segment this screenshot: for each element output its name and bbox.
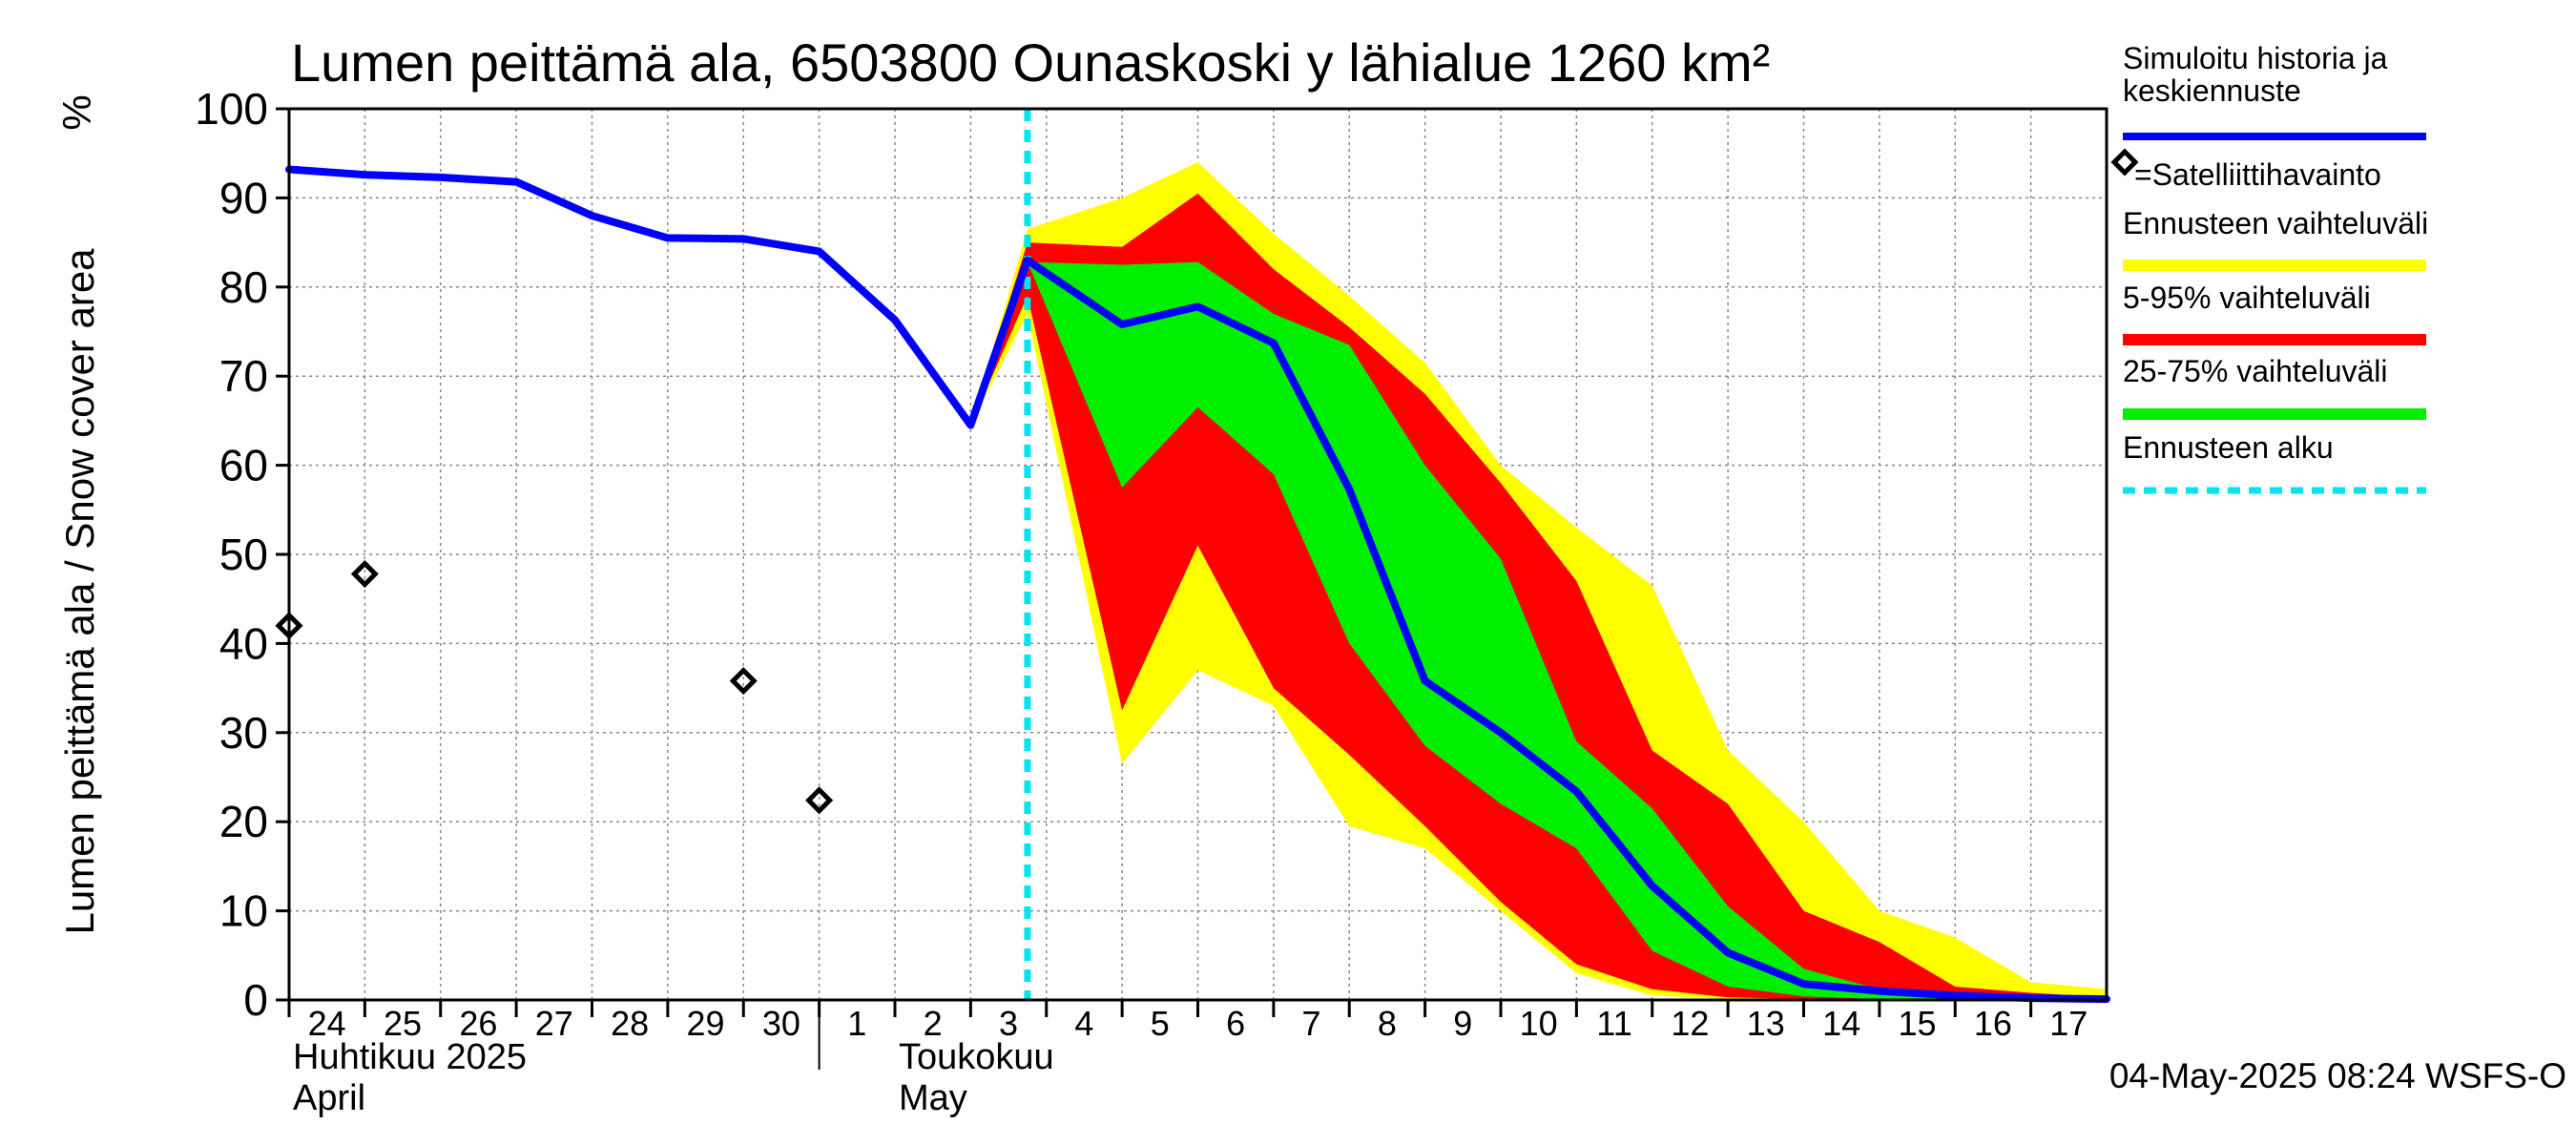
x-tick-label: 14 bbox=[1822, 1004, 1860, 1043]
legend-5-95-vaihteluv-li: 5-95% vaihteluväli bbox=[2123, 281, 2426, 345]
x-tick-label: 12 bbox=[1671, 1004, 1709, 1043]
y-tick-label: 90 bbox=[219, 173, 268, 222]
month-label-en: April bbox=[293, 1078, 365, 1118]
y-axis-unit: % bbox=[54, 94, 99, 130]
median-series-line bbox=[285, 165, 2110, 1004]
y-tick-label: 0 bbox=[243, 975, 268, 1025]
x-tick-label: 2 bbox=[924, 1004, 943, 1043]
x-tick-label: 10 bbox=[1520, 1004, 1558, 1043]
x-tick-label: 28 bbox=[611, 1004, 649, 1043]
legend-label: 25-75% vaihteluväli bbox=[2123, 354, 2388, 388]
month-label-fi: Huhtikuu 2025 bbox=[293, 1037, 527, 1077]
x-tick-label: 3 bbox=[999, 1004, 1018, 1043]
x-tick-label: 30 bbox=[762, 1004, 800, 1043]
legend-label: Ennusteen vaihteluväli bbox=[2123, 206, 2428, 240]
legend-satelliittihavainto: =Satelliittihavainto bbox=[2110, 148, 2381, 192]
x-tick-label: 1 bbox=[847, 1004, 866, 1043]
legend-label: keskiennuste bbox=[2123, 73, 2301, 108]
month-label-fi: Toukokuu bbox=[899, 1037, 1054, 1077]
legend-ennusteen-alku: Ennusteen alku bbox=[2123, 430, 2426, 494]
x-tick-label: 9 bbox=[1453, 1004, 1472, 1043]
satellite-observation-marker bbox=[729, 667, 758, 696]
satellite-observations bbox=[275, 560, 834, 815]
satellite-observation-marker bbox=[350, 560, 379, 589]
footer-timestamp: 04-May-2025 08:24 WSFS-O bbox=[2109, 1056, 2566, 1095]
x-tick-label: 13 bbox=[1747, 1004, 1785, 1043]
y-tick-label: 60 bbox=[219, 441, 268, 490]
forecast-bands bbox=[970, 162, 2107, 1001]
y-tick-label: 50 bbox=[219, 530, 268, 579]
legend-label: 5-95% vaihteluväli bbox=[2123, 281, 2371, 315]
y-tick-label: 20 bbox=[219, 797, 268, 846]
legend-diamond-icon bbox=[2110, 148, 2139, 177]
x-tick-label: 17 bbox=[2049, 1004, 2088, 1043]
x-tick-label: 5 bbox=[1151, 1004, 1170, 1043]
satellite-observation-marker bbox=[805, 786, 834, 815]
x-tick-label: 4 bbox=[1074, 1004, 1093, 1043]
x-axis-ticks: 24 25 26 27 28 29 30 1 2 3 4 5 6 7 8 9 10 11 12 13 14 15 16 17 bbox=[287, 1000, 2088, 1070]
x-tick-label: 25 bbox=[384, 1004, 422, 1043]
y-tick-label: 30 bbox=[219, 708, 268, 758]
x-tick-label: 11 bbox=[1596, 1004, 1631, 1043]
chart-title: Lumen peittämä ala, 6503800 Ounaskoski y… bbox=[291, 32, 1770, 93]
x-tick-label: 7 bbox=[1302, 1004, 1321, 1043]
legend-label: Simuloitu historia ja bbox=[2123, 41, 2388, 75]
band-25-75-vaihteluv-li bbox=[1027, 261, 2107, 1000]
y-axis-label: Lumen peittämä ala / Snow cover area bbox=[57, 248, 102, 935]
legend-25-75-vaihteluv-li: 25-75% vaihteluväli bbox=[2123, 354, 2426, 420]
median-series bbox=[285, 165, 2110, 1004]
x-tick-label: 16 bbox=[1974, 1004, 2012, 1043]
y-tick-label: 10 bbox=[219, 886, 268, 936]
x-tick-label: 8 bbox=[1378, 1004, 1397, 1043]
y-tick-label: 80 bbox=[219, 262, 268, 312]
x-tick-label: 15 bbox=[1899, 1004, 1937, 1043]
x-tick-label: 26 bbox=[459, 1004, 497, 1043]
y-tick-label: 40 bbox=[219, 618, 268, 668]
x-tick-label: 24 bbox=[308, 1004, 346, 1043]
x-tick-label: 29 bbox=[687, 1004, 725, 1043]
month-label-en: May bbox=[899, 1078, 967, 1118]
y-tick-label: 70 bbox=[219, 351, 268, 401]
legend-label: =Satelliittihavainto bbox=[2134, 157, 2381, 192]
legend-ennusteen-vaihteluv-li: Ennusteen vaihteluväli bbox=[2123, 206, 2428, 271]
y-axis-ticks: 0 10 20 30 40 50 60 70 80 90 100 bbox=[195, 84, 289, 1025]
legend-label: Ennusteen alku bbox=[2123, 430, 2334, 465]
y-tick-label: 100 bbox=[195, 84, 268, 134]
x-tick-label: 6 bbox=[1226, 1004, 1245, 1043]
x-tick-label: 27 bbox=[535, 1004, 573, 1043]
